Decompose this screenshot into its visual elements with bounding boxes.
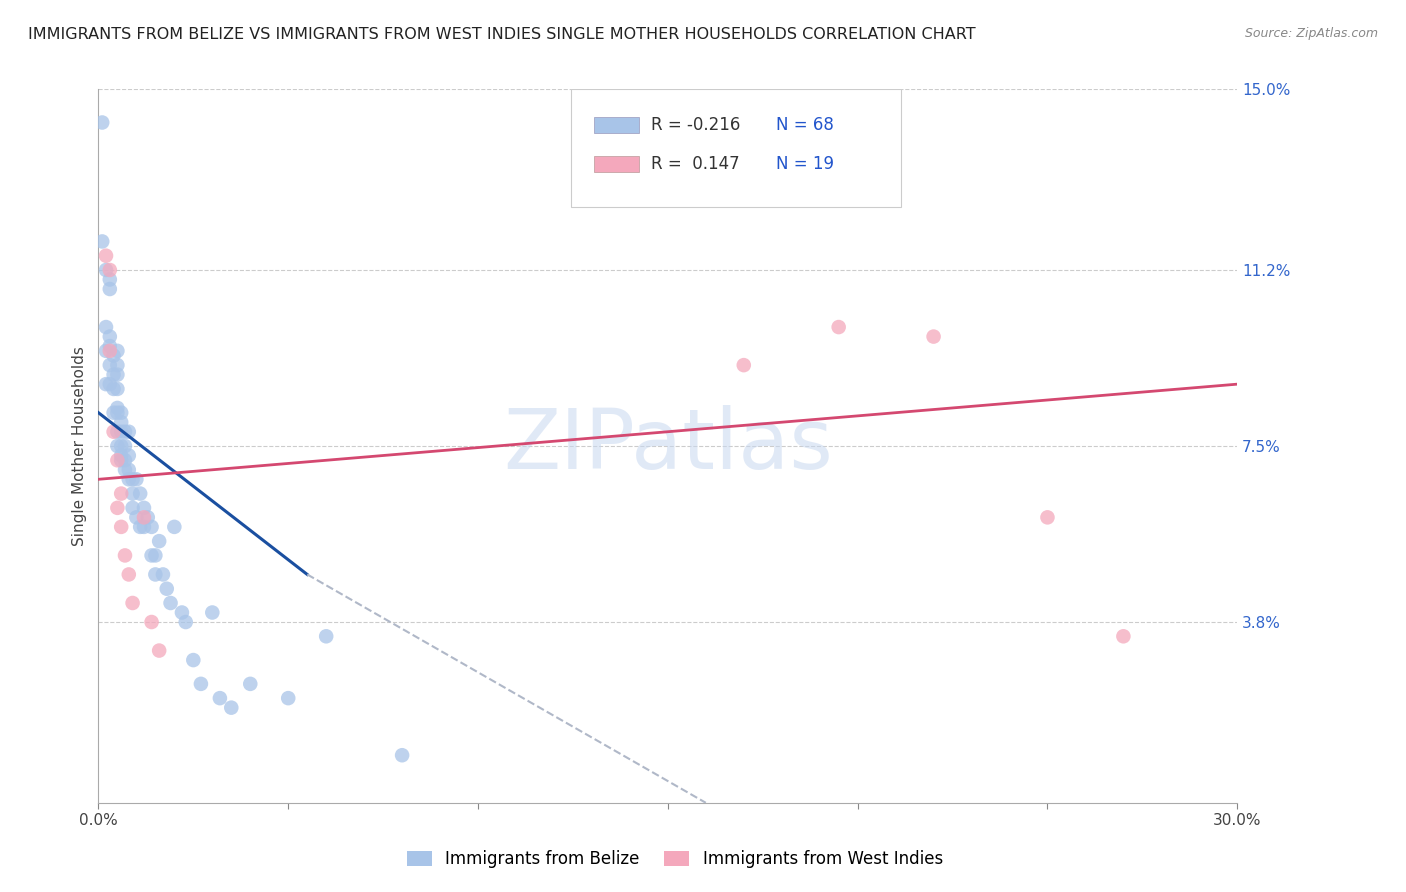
Point — [91, 235, 114, 249]
Point — [239, 677, 262, 691]
Text: N = 68: N = 68 — [776, 116, 834, 134]
Y-axis label: Single Mother Households: Single Mother Households — [72, 346, 87, 546]
Point — [114, 439, 136, 453]
FancyBboxPatch shape — [593, 156, 638, 172]
Point — [125, 472, 148, 486]
Point — [98, 329, 121, 343]
Point — [141, 520, 163, 534]
Point — [98, 272, 121, 286]
Point — [132, 520, 155, 534]
Point — [145, 549, 167, 563]
Point — [828, 320, 851, 334]
Point — [110, 449, 132, 463]
Point — [152, 567, 174, 582]
Text: IMMIGRANTS FROM BELIZE VS IMMIGRANTS FROM WEST INDIES SINGLE MOTHER HOUSEHOLDS C: IMMIGRANTS FROM BELIZE VS IMMIGRANTS FRO… — [28, 27, 976, 42]
Point — [148, 534, 170, 549]
Point — [136, 510, 159, 524]
Point — [148, 643, 170, 657]
FancyBboxPatch shape — [593, 117, 638, 133]
Point — [159, 596, 181, 610]
Point — [94, 320, 117, 334]
Point — [118, 425, 141, 439]
Point — [125, 510, 148, 524]
Point — [121, 500, 143, 515]
Point — [98, 339, 121, 353]
Point — [107, 343, 129, 358]
Point — [129, 520, 152, 534]
FancyBboxPatch shape — [571, 89, 901, 207]
Point — [208, 691, 231, 706]
Point — [132, 510, 155, 524]
Point — [201, 606, 224, 620]
Point — [107, 382, 129, 396]
Point — [94, 249, 117, 263]
Point — [94, 263, 117, 277]
Text: R = -0.216: R = -0.216 — [651, 116, 740, 134]
Point — [118, 463, 141, 477]
Point — [103, 406, 125, 420]
Point — [121, 486, 143, 500]
Point — [94, 343, 117, 358]
Point — [110, 415, 132, 429]
Point — [1036, 510, 1059, 524]
Point — [315, 629, 337, 643]
Point — [107, 406, 129, 420]
Point — [114, 425, 136, 439]
Point — [129, 486, 152, 500]
Point — [141, 615, 163, 629]
Point — [190, 677, 212, 691]
Point — [98, 263, 121, 277]
Point — [141, 549, 163, 563]
Point — [114, 453, 136, 467]
Point — [110, 453, 132, 467]
Point — [145, 567, 167, 582]
Legend: Immigrants from Belize, Immigrants from West Indies: Immigrants from Belize, Immigrants from … — [401, 844, 949, 875]
Point — [118, 567, 141, 582]
Point — [922, 329, 945, 343]
Point — [91, 115, 114, 129]
Point — [107, 439, 129, 453]
Point — [103, 368, 125, 382]
Point — [107, 358, 129, 372]
Point — [121, 596, 143, 610]
Point — [107, 401, 129, 415]
Point — [118, 472, 141, 486]
Point — [103, 382, 125, 396]
Point — [114, 549, 136, 563]
Point — [114, 463, 136, 477]
Point — [94, 377, 117, 392]
Point — [98, 377, 121, 392]
Point — [163, 520, 186, 534]
Point — [733, 358, 755, 372]
Point — [107, 425, 129, 439]
Text: ZIPatlas: ZIPatlas — [503, 406, 832, 486]
Point — [110, 425, 132, 439]
Point — [121, 472, 143, 486]
Point — [107, 500, 129, 515]
Point — [110, 520, 132, 534]
Point — [98, 282, 121, 296]
Point — [107, 368, 129, 382]
Point — [183, 653, 205, 667]
Point — [98, 358, 121, 372]
Point — [110, 439, 132, 453]
Point — [118, 449, 141, 463]
Point — [110, 406, 132, 420]
Text: N = 19: N = 19 — [776, 155, 834, 173]
Point — [132, 500, 155, 515]
Point — [98, 343, 121, 358]
Point — [170, 606, 193, 620]
Point — [174, 615, 197, 629]
Point — [277, 691, 299, 706]
Point — [107, 453, 129, 467]
Point — [103, 425, 125, 439]
Point — [156, 582, 179, 596]
Point — [1112, 629, 1135, 643]
Point — [221, 700, 243, 714]
Point — [391, 748, 413, 763]
Point — [110, 486, 132, 500]
Text: Source: ZipAtlas.com: Source: ZipAtlas.com — [1244, 27, 1378, 40]
Text: R =  0.147: R = 0.147 — [651, 155, 740, 173]
Point — [103, 349, 125, 363]
